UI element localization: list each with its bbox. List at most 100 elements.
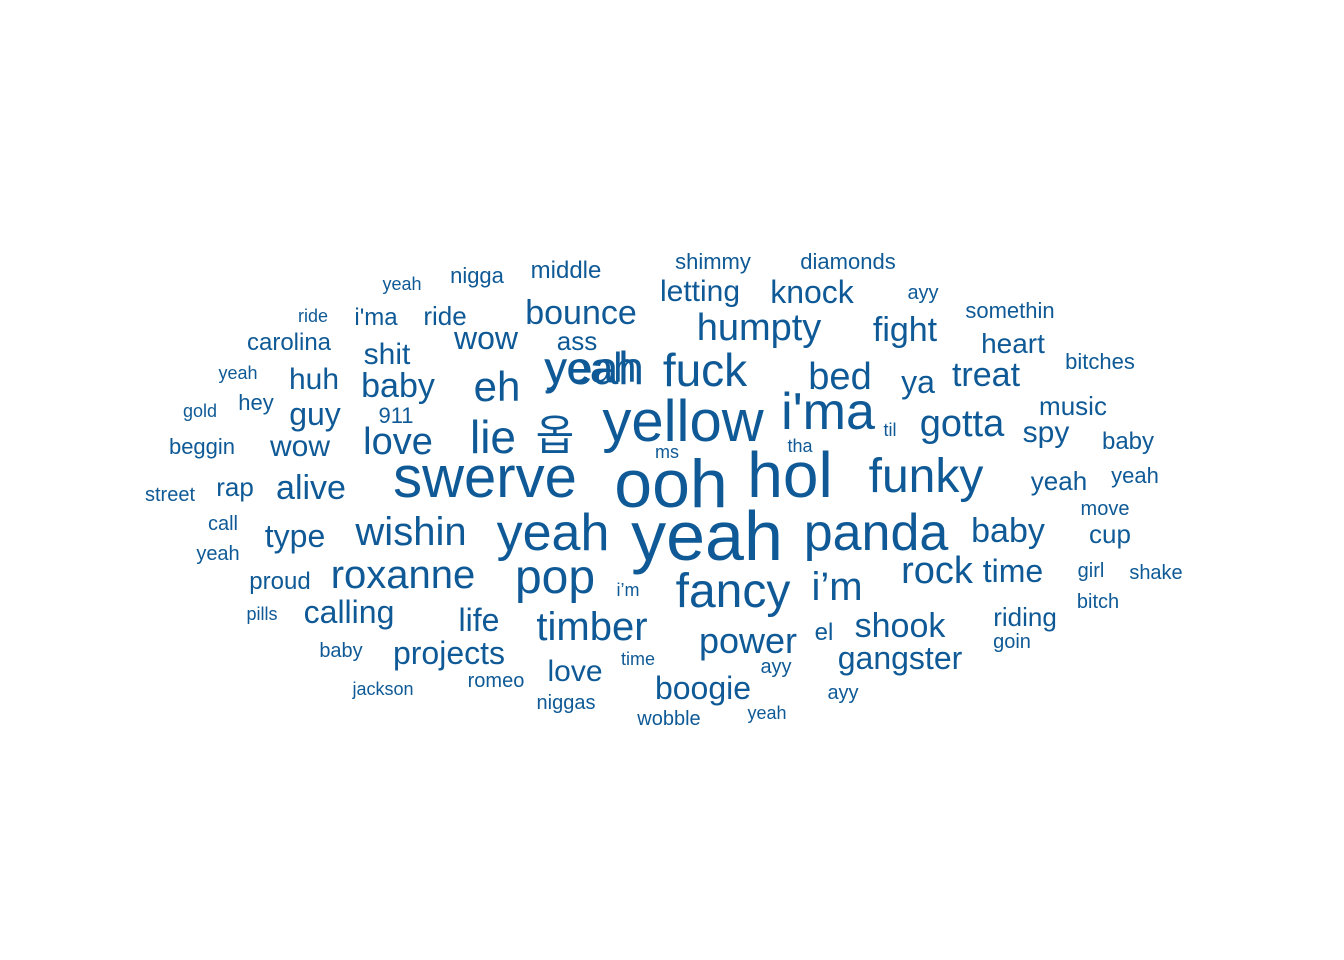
cloud-word: carolina bbox=[246, 329, 332, 356]
cloud-word: hey bbox=[238, 390, 274, 415]
cloud-word: ass bbox=[556, 326, 598, 356]
cloud-word: yeah bbox=[218, 363, 258, 383]
cloud-word: calling bbox=[303, 594, 395, 630]
cloud-word: i'ma bbox=[354, 304, 398, 331]
cloud-word: shit bbox=[363, 338, 411, 371]
cloud-word: eh bbox=[473, 363, 521, 410]
cloud-word: yeah bbox=[545, 344, 637, 391]
cloud-word: romeo bbox=[467, 670, 525, 692]
cloud-word: swerve bbox=[393, 445, 577, 510]
cloud-word: i'ma bbox=[781, 383, 875, 441]
cloud-word: yeah bbox=[196, 543, 240, 565]
cloud-word: funky bbox=[868, 450, 984, 503]
cloud-word: life bbox=[458, 602, 500, 638]
cloud-word: fancy bbox=[675, 565, 791, 618]
cloud-word: baby bbox=[971, 512, 1045, 550]
cloud-word: shook bbox=[854, 607, 946, 645]
cloud-word: music bbox=[1039, 391, 1107, 421]
cloud-word: shimmy bbox=[675, 249, 751, 274]
cloud-word: knock bbox=[770, 274, 854, 310]
cloud-word: wow bbox=[453, 320, 519, 356]
cloud-word: ya bbox=[901, 364, 935, 400]
cloud-word: lie bbox=[469, 411, 517, 463]
cloud-word: spy bbox=[1022, 416, 1070, 449]
cloud-word: move bbox=[1080, 498, 1130, 520]
cloud-word: gotta bbox=[919, 403, 1005, 445]
cloud-word: middle bbox=[530, 257, 602, 284]
cloud-word: power bbox=[698, 620, 798, 661]
cloud-word: ms bbox=[655, 442, 679, 462]
cloud-word: yeah bbox=[496, 504, 610, 562]
cloud-word: bitches bbox=[1065, 349, 1135, 374]
cloud-word: panda bbox=[803, 504, 949, 562]
cloud-word: somethin bbox=[965, 298, 1055, 323]
cloud-word: rock bbox=[901, 550, 973, 592]
cloud-word: baby bbox=[319, 640, 363, 662]
cloud-word: yeah bbox=[544, 342, 644, 394]
cloud-word: yeah bbox=[382, 274, 422, 294]
cloud-word: type bbox=[264, 518, 326, 554]
cloud-word: baby bbox=[1101, 428, 1155, 455]
cloud-word: wow bbox=[269, 430, 331, 463]
cloud-word: street bbox=[144, 484, 196, 506]
cloud-word: girl bbox=[1077, 560, 1105, 582]
cloud-word: jackson bbox=[352, 679, 414, 699]
cloud-word: yeah bbox=[1111, 463, 1159, 488]
cloud-word: huh bbox=[288, 363, 340, 396]
cloud-word: 옵 bbox=[535, 412, 575, 459]
cloud-word: time bbox=[982, 553, 1044, 589]
cloud-word: time bbox=[620, 649, 656, 669]
cloud-word: pills bbox=[246, 604, 278, 624]
cloud-word: love bbox=[363, 421, 433, 463]
cloud-word: guy bbox=[289, 396, 341, 432]
cloud-word: yeah bbox=[631, 497, 783, 575]
cloud-word: goin bbox=[993, 631, 1031, 653]
cloud-word: rap bbox=[216, 472, 254, 502]
cloud-word: ooh bbox=[614, 446, 728, 522]
cloud-word: yeah bbox=[747, 703, 787, 723]
cloud-word: ride bbox=[297, 306, 329, 326]
cloud-word: yellow bbox=[602, 389, 764, 454]
cloud-word: ayy bbox=[760, 656, 792, 678]
cloud-word: tha bbox=[787, 436, 813, 456]
cloud-word: heart bbox=[981, 328, 1045, 359]
cloud-word: el bbox=[814, 619, 834, 646]
cloud-word: riding bbox=[993, 602, 1057, 632]
cloud-word: bounce bbox=[525, 294, 637, 332]
cloud-word: i’m bbox=[616, 580, 640, 600]
cloud-word: roxanne bbox=[330, 553, 476, 597]
cloud-word: call bbox=[207, 513, 239, 535]
cloud-word: proud bbox=[249, 568, 311, 595]
cloud-word: i’m bbox=[811, 565, 863, 609]
cloud-word: bitch bbox=[1076, 591, 1120, 613]
cloud-word: pop bbox=[514, 551, 596, 604]
cloud-word: ayy bbox=[827, 682, 859, 704]
cloud-word: ride bbox=[423, 301, 467, 331]
cloud-word: alive bbox=[276, 469, 346, 507]
cloud-word: nigga bbox=[450, 263, 504, 288]
cloud-word: niggas bbox=[536, 692, 596, 714]
cloud-word: gangster bbox=[837, 640, 963, 676]
cloud-word: til bbox=[883, 420, 897, 440]
cloud-word: humpty bbox=[696, 307, 822, 349]
cloud-word: fight bbox=[872, 311, 938, 349]
cloud-word: fuck bbox=[662, 344, 748, 396]
cloud-word: 911 bbox=[378, 403, 414, 428]
cloud-word: bed bbox=[808, 356, 872, 398]
cloud-word: wobble bbox=[637, 708, 701, 730]
cloud-word: boogie bbox=[654, 670, 752, 706]
cloud-word: gold bbox=[182, 401, 218, 421]
cloud-word: yeah bbox=[1030, 466, 1088, 496]
cloud-word: timber bbox=[536, 605, 648, 649]
cloud-word: beggin bbox=[168, 434, 236, 459]
cloud-word: ayy bbox=[907, 282, 939, 304]
cloud-word: diamonds bbox=[800, 249, 896, 274]
cloud-word: baby bbox=[361, 367, 435, 405]
cloud-word: shake bbox=[1129, 562, 1183, 584]
cloud-word: treat bbox=[951, 356, 1021, 394]
cloud-word: wishin bbox=[355, 510, 467, 554]
cloud-word: letting bbox=[659, 275, 741, 308]
cloud-word: love bbox=[547, 655, 603, 688]
cloud-word: hol bbox=[747, 439, 833, 511]
